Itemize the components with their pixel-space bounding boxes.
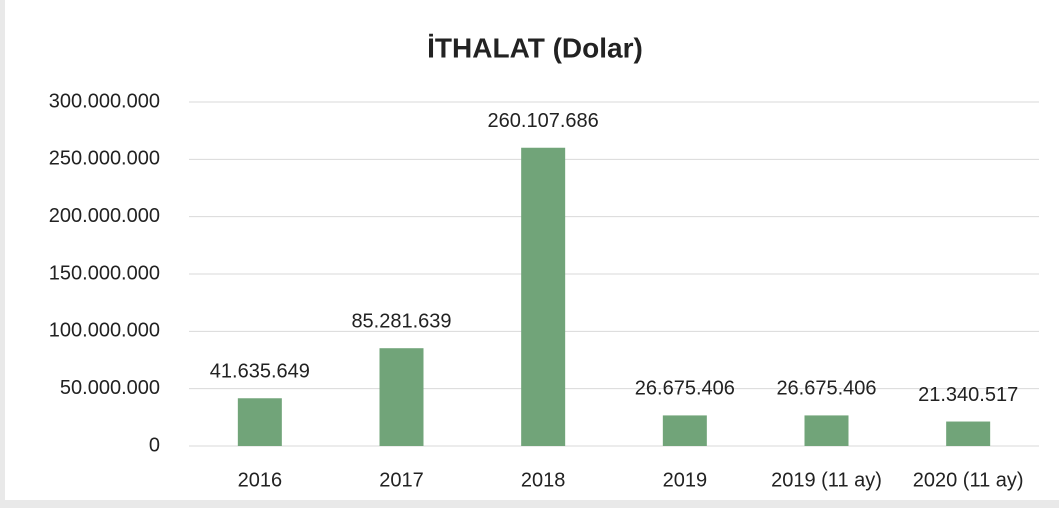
- y-tick-label: 0: [149, 434, 160, 456]
- bar: [521, 147, 566, 447]
- x-tick-label: 2019 (11 ay): [771, 469, 882, 491]
- bar: [237, 398, 282, 446]
- x-tick-label: 2016: [238, 469, 283, 491]
- y-tick-label: 300.000.000: [49, 90, 160, 112]
- x-tick-label: 2020 (11 ay): [913, 469, 1024, 491]
- y-tick-label: 250.000.000: [49, 148, 160, 170]
- value-label: 26.675.406: [635, 378, 735, 400]
- value-label: 85.281.639: [351, 310, 451, 332]
- value-label: 260.107.686: [488, 110, 599, 132]
- bar: [379, 348, 424, 446]
- y-tick-label: 200.000.000: [49, 205, 160, 227]
- x-tick-label: 2019: [663, 469, 708, 491]
- y-tick-label: 100.000.000: [49, 320, 160, 342]
- bar: [804, 415, 849, 446]
- x-tick-label: 2018: [521, 469, 566, 491]
- value-label: 21.340.517: [918, 384, 1018, 406]
- bar: [662, 415, 707, 446]
- y-tick-label: 50.000.000: [60, 377, 160, 399]
- x-tick-label: 2017: [379, 469, 424, 491]
- value-label: 26.675.406: [776, 378, 876, 400]
- value-label: 41.635.649: [210, 361, 310, 383]
- bar: [946, 421, 991, 446]
- chart-title: İTHALAT (Dolar): [427, 32, 643, 63]
- y-tick-label: 150.000.000: [49, 262, 160, 284]
